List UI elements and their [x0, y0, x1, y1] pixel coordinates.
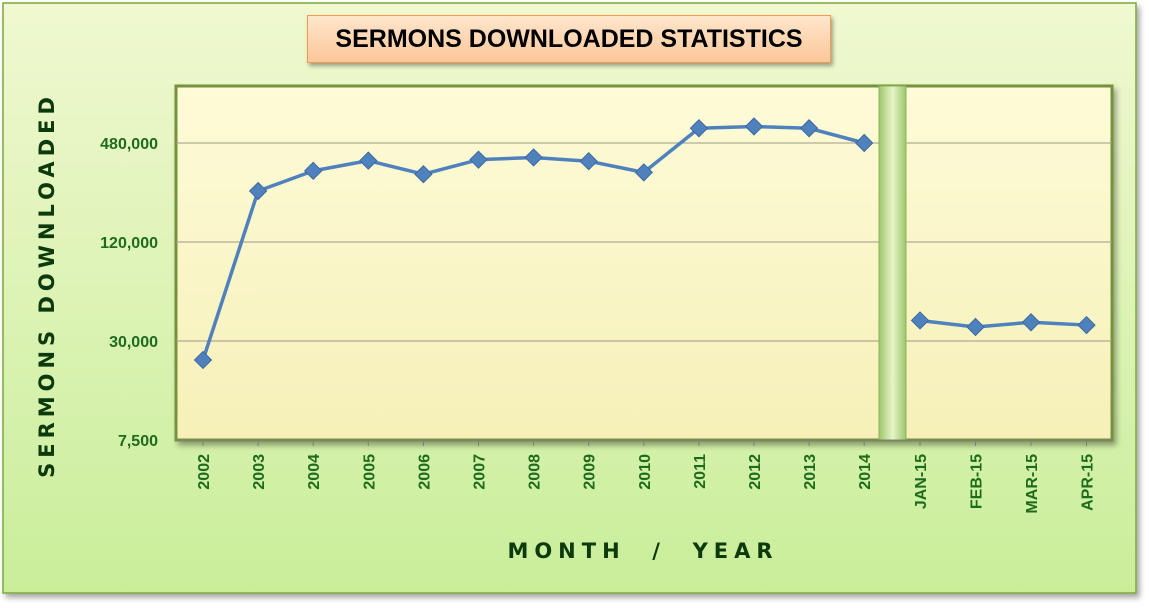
data-point	[469, 150, 488, 169]
data-point	[634, 163, 654, 182]
x-tick-label: MAR-15	[1024, 454, 1041, 514]
data-point	[303, 161, 323, 181]
y-tick-label: 30,000	[109, 334, 158, 351]
x-tick-label: 2002	[196, 454, 213, 490]
y-gridlines	[176, 142, 1112, 342]
x-tick-label: 2010	[637, 454, 654, 490]
x-tick-label: APR-15	[1080, 454, 1097, 511]
x-tick-label: FEB-15	[969, 454, 986, 509]
series-line	[919, 318, 1087, 329]
x-tick-label: 2004	[306, 454, 323, 490]
y-axis-title: SERMONS DOWNLOADED	[35, 92, 59, 478]
y-tick-label: 480,000	[100, 136, 158, 153]
y-tick-label: 7,500	[118, 433, 158, 450]
chart-title: SERMONS DOWNLOADED STATISTICS	[307, 15, 831, 63]
section-separator	[878, 85, 907, 441]
x-tick-label: JAN-15	[913, 454, 930, 509]
data-point	[854, 133, 874, 153]
data-point	[579, 151, 598, 171]
data-point	[799, 119, 819, 138]
x-tick-label: 2009	[582, 454, 599, 490]
x-tick-label: 2013	[802, 454, 819, 490]
x-tick-label: 2005	[361, 454, 378, 490]
x-tick-label: 2011	[692, 454, 709, 489]
x-tick-label: 2006	[416, 454, 433, 490]
data-point	[689, 119, 709, 138]
data-point	[966, 317, 985, 337]
x-tick-label: 2012	[747, 454, 764, 490]
x-tick-label: 2007	[472, 454, 489, 490]
x-tick-label: 2008	[527, 454, 544, 490]
data-point	[248, 181, 268, 201]
data-point	[744, 117, 764, 136]
plot-area	[174, 84, 1114, 442]
data-point	[414, 165, 433, 184]
data-point	[524, 148, 543, 167]
data-point	[910, 311, 930, 330]
x-tick-label: 2014	[857, 454, 874, 490]
y-tick-label: 120,000	[100, 235, 158, 252]
data-point	[1021, 313, 1041, 332]
data-point	[193, 350, 213, 370]
x-tick-label: 2003	[251, 454, 268, 490]
x-ticks	[202, 440, 1087, 446]
data-point	[359, 151, 378, 170]
x-axis-title: MONTH / YEAR	[507, 539, 778, 563]
data-point	[1077, 315, 1096, 335]
